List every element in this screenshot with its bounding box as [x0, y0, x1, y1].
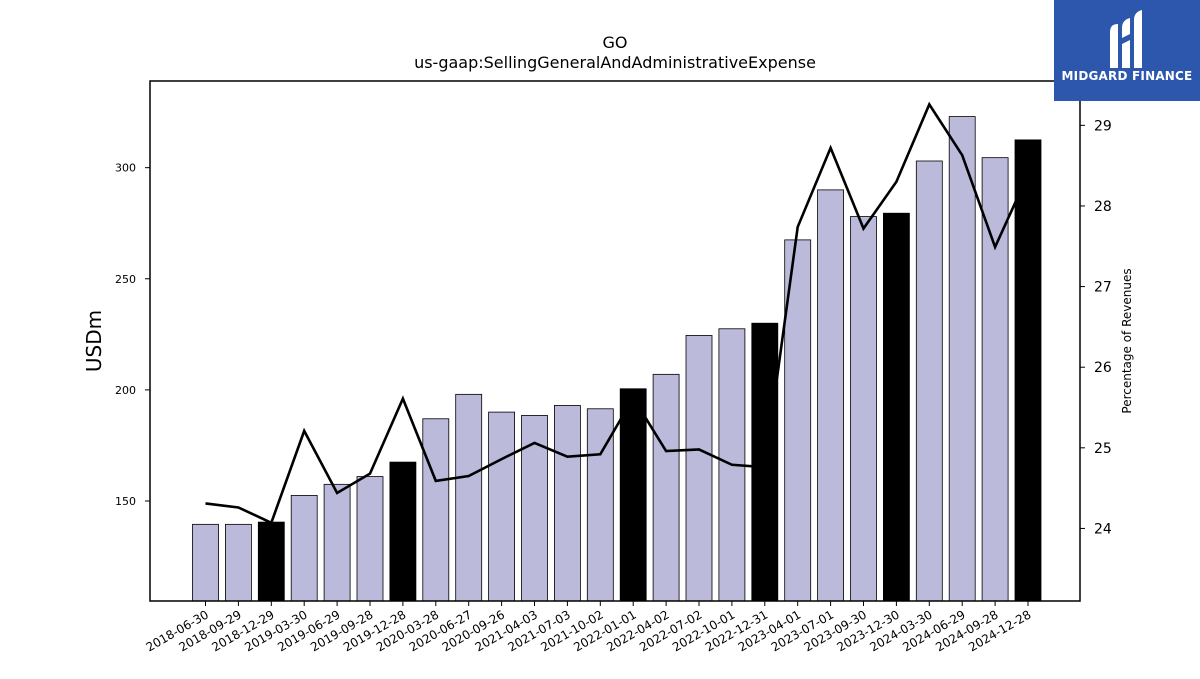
- y-tick-label-200: 200: [115, 384, 136, 397]
- bar-2018-06-30: [193, 524, 219, 601]
- bar-2019-03-30: [291, 495, 317, 601]
- bar-2022-04-02: [653, 374, 679, 601]
- y2-axis-label: Percentage of Revenues: [1120, 268, 1134, 413]
- bar-2024-12-28: [1015, 140, 1041, 601]
- y2-tick-label-26: 26: [1094, 360, 1112, 376]
- bar-2022-07-02: [686, 335, 712, 601]
- y-tick-label-250: 250: [115, 273, 136, 286]
- chart-title: GO: [603, 33, 628, 52]
- bar-2024-03-30: [916, 161, 942, 601]
- bar-2023-12-30: [883, 213, 909, 601]
- bar-2019-09-28: [357, 477, 383, 601]
- axes: [145, 81, 1085, 606]
- y2-tick-label-24: 24: [1094, 521, 1112, 537]
- y2-tick-label-29: 29: [1094, 118, 1112, 134]
- y2-tick-label-28: 28: [1094, 199, 1112, 215]
- bar-2020-09-26: [489, 412, 515, 601]
- y-tick-label-150: 150: [115, 495, 136, 508]
- bar-2018-12-29: [258, 522, 284, 601]
- bar-2021-07-03: [554, 405, 580, 601]
- bar-2023-07-01: [818, 190, 844, 601]
- bar-2018-09-29: [225, 524, 251, 601]
- midgard-logo-icon: [1104, 10, 1150, 68]
- bar-2023-09-30: [851, 217, 877, 601]
- bar-2020-03-28: [423, 419, 449, 601]
- y2-tick-label-27: 27: [1094, 280, 1112, 296]
- bar-2024-06-29: [949, 117, 975, 601]
- bar-2019-12-28: [390, 462, 416, 601]
- chart-subtitle: us-gaap:SellingGeneralAndAdministrativeE…: [414, 53, 816, 72]
- bar-series: [193, 117, 1042, 601]
- y2-tick-label-25: 25: [1094, 441, 1112, 457]
- bar-2019-06-29: [324, 484, 350, 601]
- y-tick-label-300: 300: [115, 162, 136, 175]
- midgard-finance-logo: MIDGARD FINANCE: [1054, 0, 1200, 101]
- bar-2022-01-01: [620, 389, 646, 601]
- y-axis-label: USDm: [82, 310, 106, 372]
- bar-2020-06-27: [456, 394, 482, 601]
- logo-text: MIDGARD FINANCE: [1054, 69, 1200, 83]
